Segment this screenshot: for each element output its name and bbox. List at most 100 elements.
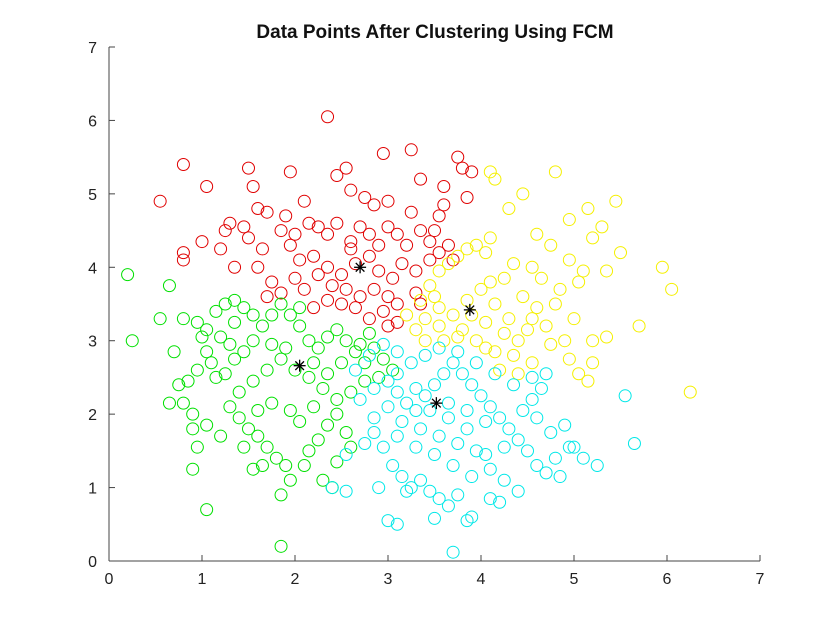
data-point — [367, 411, 381, 425]
data-point — [265, 308, 279, 322]
data-point — [381, 220, 395, 234]
data-point — [414, 422, 428, 436]
data-point — [344, 440, 358, 454]
data-point — [655, 260, 669, 274]
data-point — [446, 459, 460, 473]
data-point — [260, 363, 274, 377]
data-point — [474, 282, 488, 296]
data-point — [242, 161, 255, 175]
data-point — [367, 381, 381, 395]
data-point — [423, 279, 437, 293]
data-point — [627, 437, 641, 451]
data-point — [153, 312, 167, 326]
data-point — [418, 334, 432, 348]
centers-layer — [293, 261, 476, 410]
data-point — [521, 323, 534, 337]
x-tick-label: 2 — [291, 571, 300, 588]
data-point — [172, 378, 186, 392]
data-point — [460, 191, 474, 205]
data-point — [372, 370, 386, 384]
data-point — [381, 319, 395, 333]
data-point — [600, 264, 614, 278]
data-point — [581, 374, 595, 388]
data-point — [386, 363, 400, 377]
data-point — [516, 187, 530, 201]
data-point — [428, 448, 441, 462]
data-point — [348, 257, 362, 271]
data-point — [409, 381, 423, 395]
data-point — [209, 370, 223, 384]
data-point — [390, 367, 404, 381]
data-point — [567, 312, 581, 326]
y-tick-label: 0 — [88, 554, 97, 571]
data-point — [423, 253, 437, 267]
data-point — [246, 374, 260, 388]
data-point — [390, 297, 404, 311]
data-point — [409, 440, 423, 454]
data-point — [451, 249, 465, 263]
data-point — [400, 484, 414, 498]
data-point — [451, 488, 465, 502]
data-point — [437, 367, 451, 381]
data-point — [367, 282, 381, 296]
data-point — [441, 238, 455, 252]
data-point — [372, 238, 386, 252]
data-point — [474, 389, 488, 403]
data-point — [572, 367, 586, 381]
x-tick-label: 5 — [570, 571, 579, 588]
data-point — [390, 429, 404, 443]
data-point — [493, 411, 507, 425]
data-point — [330, 169, 344, 182]
data-point — [237, 301, 251, 315]
data-point — [548, 451, 562, 465]
data-point — [451, 150, 465, 164]
data-point — [335, 356, 348, 370]
data-point — [469, 334, 483, 348]
data-point — [395, 257, 409, 271]
axes: 0 1 2 3 4 5 6 7 0 1 2 3 4 5 6 7 — [88, 40, 764, 588]
data-point — [283, 473, 297, 487]
data-point — [279, 209, 293, 223]
data-point — [293, 414, 307, 428]
data-point — [376, 337, 390, 351]
data-point — [414, 297, 428, 311]
data-point — [330, 392, 344, 406]
data-point — [376, 352, 390, 366]
data-point — [288, 271, 302, 285]
data-point — [255, 242, 269, 256]
data-point — [483, 231, 497, 245]
data-point — [237, 345, 251, 359]
data-point — [446, 545, 460, 559]
data-point — [553, 282, 567, 296]
data-point — [162, 279, 176, 293]
data-point — [562, 213, 576, 227]
data-point — [358, 374, 372, 388]
data-point — [511, 433, 525, 447]
data-point — [232, 385, 246, 399]
data-point — [265, 396, 279, 410]
data-point — [265, 275, 279, 289]
data-point — [414, 172, 428, 186]
data-point — [479, 414, 493, 428]
data-point — [330, 216, 344, 230]
data-point — [321, 227, 335, 241]
data-point — [283, 403, 297, 417]
data-point — [307, 356, 321, 370]
data-point — [502, 422, 516, 436]
data-point — [507, 257, 521, 271]
data-point — [316, 381, 330, 395]
data-point — [125, 334, 139, 348]
data-point — [321, 110, 335, 124]
data-point — [600, 330, 614, 344]
data-point — [483, 400, 497, 414]
data-point — [246, 180, 260, 194]
data-point — [228, 293, 242, 307]
data-point — [511, 367, 525, 381]
data-point — [465, 510, 479, 524]
data-point — [372, 264, 386, 278]
data-point — [186, 422, 200, 436]
data-point — [581, 202, 595, 216]
data-point — [437, 334, 451, 348]
data-point — [544, 426, 558, 439]
data-point — [441, 396, 455, 410]
